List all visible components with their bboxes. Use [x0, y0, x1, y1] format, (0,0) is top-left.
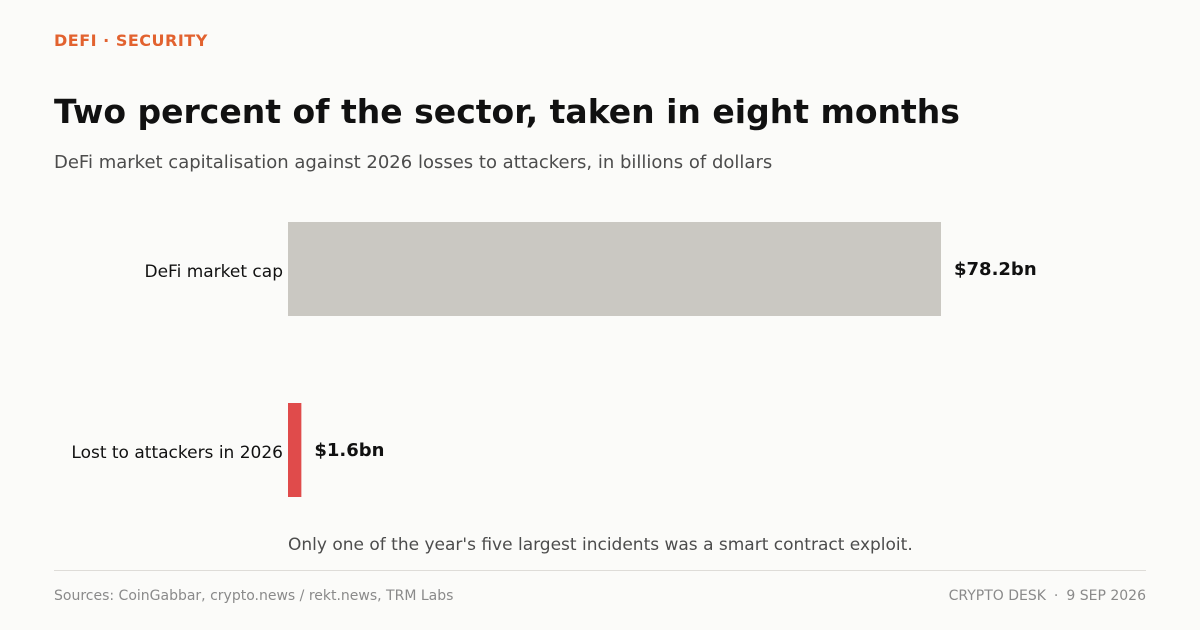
category-label: DeFi market cap — [144, 262, 283, 282]
publish-date: 9 SEP 2026 — [1066, 588, 1146, 604]
chart-subtitle: DeFi market capitalisation against 2026 … — [54, 152, 773, 173]
category-label: Lost to attackers in 2026 — [71, 443, 283, 463]
bar-losses — [288, 403, 302, 497]
credit-line: CRYPTO DESK · 9 SEP 2026 — [949, 588, 1146, 604]
chart-note: Only one of the year's five largest inci… — [288, 535, 913, 555]
value-label: $78.2bn — [954, 259, 1037, 280]
bar-chart: DeFi market cap $78.2bn Lost to attackers … — [71, 222, 1037, 497]
sources-text: Sources: CoinGabbar, crypto.news / rekt.… — [54, 588, 454, 604]
value-label: $1.6bn — [314, 440, 384, 461]
chart-title: Two percent of the sector, taken in eigh… — [54, 92, 960, 131]
bar-market-cap — [288, 222, 941, 316]
section-kicker: DEFI · SECURITY — [54, 31, 208, 50]
credit-separator: · — [1053, 588, 1059, 604]
desk-name: CRYPTO DESK — [948, 588, 1046, 604]
footer-divider — [54, 570, 1146, 571]
